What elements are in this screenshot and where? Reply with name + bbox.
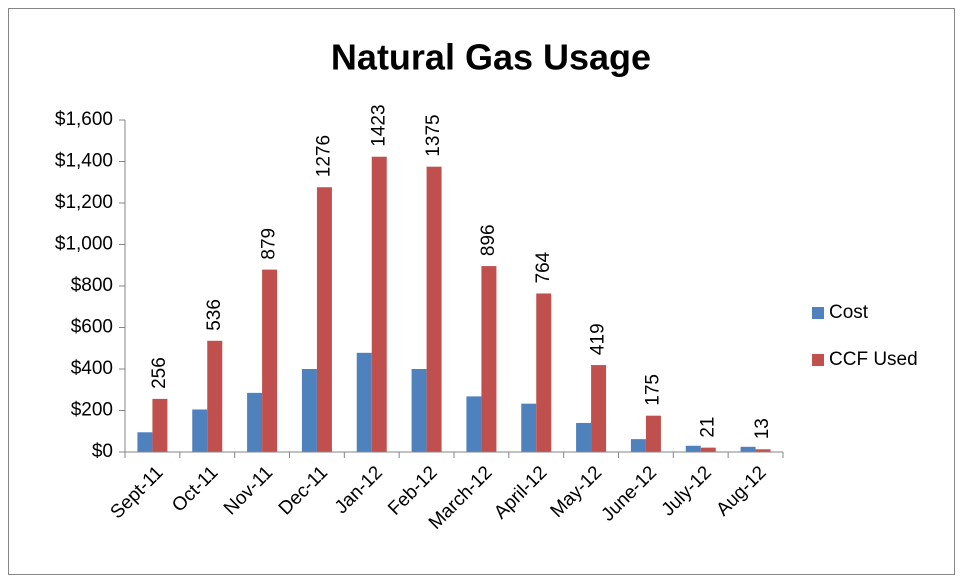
legend-swatch [812, 354, 824, 366]
y-tick-label: $1,400 [55, 151, 113, 172]
bar [755, 449, 771, 452]
y-tick-label: $200 [71, 400, 113, 421]
y-tick-label: $400 [71, 358, 113, 379]
bar [685, 445, 701, 452]
bar [426, 166, 442, 452]
bar [207, 340, 223, 452]
data-label: 1375 [423, 114, 444, 156]
y-tick-label: $0 [92, 441, 113, 462]
bar [466, 396, 482, 452]
bar [371, 156, 387, 453]
legend-label: CCF Used [829, 349, 918, 370]
legend-swatch [812, 307, 824, 319]
bar [411, 369, 427, 452]
data-label: 896 [478, 224, 499, 256]
bar [301, 369, 317, 452]
data-label: 419 [588, 323, 609, 355]
bar [137, 432, 153, 452]
y-tick-label: $1,200 [55, 192, 113, 213]
bar [630, 439, 646, 452]
bar [316, 187, 332, 453]
legend-label: Cost [829, 302, 869, 323]
data-label: 13 [752, 418, 773, 439]
bar [152, 398, 168, 452]
bar [700, 447, 716, 452]
data-label: 256 [149, 357, 170, 389]
bar [740, 446, 756, 452]
bar [536, 293, 552, 452]
data-label: 21 [697, 417, 718, 438]
data-label: 764 [533, 251, 554, 283]
data-label: 175 [642, 374, 663, 406]
bar [576, 422, 592, 452]
bar [521, 403, 537, 452]
bar [262, 269, 278, 452]
y-tick-label: $1,000 [55, 234, 113, 255]
bar [247, 392, 263, 452]
bar [645, 415, 661, 452]
bar [356, 352, 372, 452]
y-tick-label: $800 [71, 275, 113, 296]
data-label: 1423 [368, 104, 389, 146]
data-label: 536 [204, 299, 225, 331]
bar [481, 266, 497, 452]
bar [591, 365, 607, 452]
y-tick-label: $600 [71, 317, 113, 338]
y-tick-label: $1,600 [55, 109, 113, 130]
data-label: 1276 [313, 135, 334, 177]
data-label: 879 [259, 228, 280, 260]
bar [192, 409, 208, 452]
chart-title: Natural Gas Usage [331, 37, 651, 78]
